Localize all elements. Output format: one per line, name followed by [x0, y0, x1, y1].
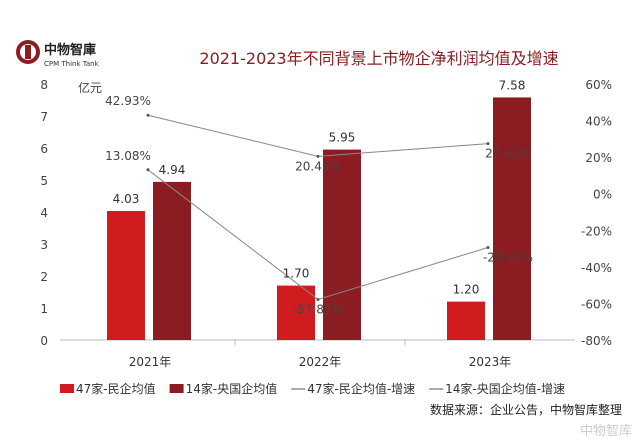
y2-tick-label: 40%	[585, 115, 612, 129]
growth-point	[486, 245, 490, 249]
growth-point	[486, 142, 490, 146]
y-tick-label: 3	[40, 238, 48, 252]
bar	[277, 285, 315, 340]
y-tick-label: 8	[40, 78, 48, 92]
legend-label: 14家-央国企均值-增速	[445, 381, 565, 396]
bar	[153, 181, 191, 340]
data-label: 4.94	[159, 163, 186, 177]
bar	[323, 149, 361, 340]
y-tick-label: 2	[40, 270, 48, 284]
y2-tick-label: -40%	[581, 261, 612, 275]
y-axis-label: 亿元	[78, 80, 102, 95]
growth-point	[316, 154, 320, 158]
growth-line	[147, 114, 489, 157]
data-label: 7.58	[499, 78, 526, 92]
legend-swatch	[60, 384, 74, 393]
y2-tick-label: 60%	[585, 78, 612, 92]
y-tick-label: 4	[40, 206, 48, 220]
growth-label: 13.08%	[105, 149, 151, 163]
logo-name: 中物智庫	[44, 42, 96, 58]
y2-tick-label: -60%	[581, 297, 612, 311]
legend-label: 47家-民企均值	[76, 381, 156, 396]
x-tick-label: 2023年	[469, 355, 512, 369]
growth-point	[146, 168, 150, 172]
y2-tick-label: -20%	[581, 224, 612, 238]
x-tick-label: 2022年	[299, 355, 342, 369]
x-tick-label: 2021年	[129, 355, 172, 369]
y-tick-label: 5	[40, 174, 48, 188]
source-note: 数据来源：企业公告，中物智库整理	[430, 402, 622, 417]
growth-label: -57.82%	[293, 302, 343, 316]
growth-line	[147, 169, 489, 300]
watermark: 中物智库	[580, 423, 632, 439]
y-tick-label: 7	[40, 110, 48, 124]
growth-label: -29.41%	[483, 250, 533, 264]
growth-point	[146, 113, 150, 117]
y-tick-label: 1	[40, 302, 48, 316]
y-tick-label: 6	[40, 142, 48, 156]
logo: 中物智庫 CPM Think Tank	[16, 40, 100, 68]
growth-label: 20.45%	[295, 159, 341, 173]
data-label: 1.70	[283, 267, 310, 281]
y2-tick-label: -80%	[581, 334, 612, 348]
y2-tick-label: 0%	[593, 188, 612, 202]
y2-tick-label: 20%	[585, 151, 612, 165]
bar	[447, 301, 485, 340]
logo-sub: CPM Think Tank	[44, 60, 100, 68]
legend-swatch	[169, 384, 184, 393]
y-tick-label: 0	[40, 334, 48, 348]
chart-title: 2021-2023年不同背景上市物企净利润均值及增速	[199, 49, 558, 68]
legend-label: 14家-央国企均值	[186, 381, 278, 396]
growth-label: 42.93%	[105, 94, 151, 108]
bar	[107, 211, 145, 340]
data-label: 5.95	[329, 131, 356, 145]
growth-point	[316, 297, 320, 301]
data-label: 4.03	[113, 192, 140, 206]
growth-label: 27.40%	[485, 147, 531, 161]
data-label: 1.20	[453, 283, 480, 297]
bar	[493, 97, 531, 340]
legend-label: 47家-民企均值-增速	[307, 381, 415, 396]
